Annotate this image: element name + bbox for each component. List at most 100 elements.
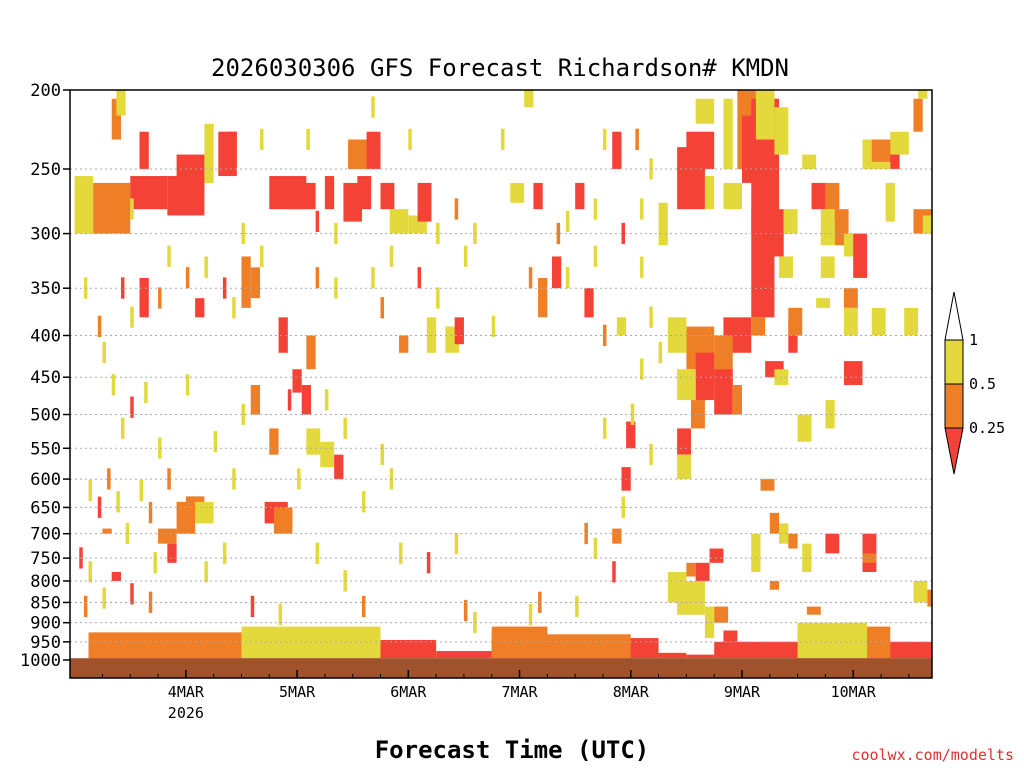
credit-text[interactable]: coolwx.com/modelts — [851, 746, 1014, 764]
heatmap-speck — [602, 324, 607, 346]
heatmap-speck — [426, 552, 431, 574]
y-tick-label: 800 — [30, 572, 61, 592]
heatmap-speck — [130, 583, 134, 605]
heatmap-cell — [885, 182, 895, 222]
surface-layer-cell — [491, 626, 548, 659]
heatmap-cells — [74, 90, 932, 659]
plot-area — [70, 90, 932, 678]
heatmap-cell — [677, 369, 696, 401]
x-axis: 4MAR 2026 5MAR 6MAR 7MAR 8MAR 9MAR 10MAR — [101, 670, 910, 722]
heatmap-cell — [111, 572, 121, 581]
heatmap-cell — [723, 182, 742, 210]
heatmap-cell — [269, 428, 279, 455]
heatmap-speck — [324, 389, 329, 411]
heatmap-speck — [144, 381, 148, 404]
heatmap-speck — [371, 96, 375, 118]
x-tick-label: 6MAR — [390, 683, 427, 701]
heatmap-speck — [556, 222, 561, 245]
heatmap-cell — [709, 548, 724, 563]
plot-frame — [69, 89, 933, 679]
heatmap-cell — [612, 131, 622, 170]
y-tick-label: 550 — [30, 439, 61, 459]
heatmap-cell — [116, 90, 126, 116]
heatmap-cell — [139, 277, 149, 318]
y-tick-label: 350 — [30, 279, 61, 299]
heatmap-speck — [111, 374, 116, 396]
heatmap-speck — [593, 245, 598, 267]
heatmap-speck — [120, 277, 125, 299]
heatmap-cell — [677, 454, 692, 480]
chart-title: 2026030306 GFS Forecast Richardson# KMDN — [211, 54, 789, 82]
heatmap-speck — [621, 222, 625, 245]
heatmap-speck — [153, 552, 157, 574]
heatmap-cell — [306, 428, 321, 455]
heatmap-speck — [593, 198, 598, 220]
y-tick-label: 200 — [30, 81, 61, 101]
heatmap-cell — [301, 384, 311, 415]
heatmap-cell — [751, 317, 766, 336]
heatmap-cell — [334, 454, 344, 480]
heatmap-cell — [551, 256, 562, 289]
heatmap-speck — [158, 437, 162, 459]
heatmap-speck — [640, 256, 644, 278]
ground-layer — [70, 658, 932, 678]
heatmap-cell — [760, 479, 775, 491]
heatmap-cell — [871, 307, 886, 336]
heatmap-speck — [260, 245, 264, 267]
y-tick-label: 700 — [30, 525, 61, 545]
heatmap-cell — [695, 98, 715, 124]
heatmap-cell — [524, 90, 534, 108]
heatmap-cell — [806, 606, 821, 615]
heatmap-cell — [769, 580, 780, 590]
y-tick-label: 450 — [30, 368, 61, 388]
heatmap-cell — [139, 131, 149, 170]
heatmap-speck — [83, 595, 88, 618]
heatmap-cell — [732, 384, 742, 415]
y-tick-label: 600 — [30, 470, 61, 490]
surface-layer-cell — [797, 622, 868, 659]
heatmap-cell — [686, 562, 696, 577]
x-tick-label: 10MAR — [831, 683, 877, 701]
heatmap-speck — [241, 403, 245, 425]
heatmap-cell — [677, 428, 692, 455]
heatmap-cell — [366, 131, 381, 170]
legend-swatch-high — [944, 339, 964, 385]
heatmap-cell — [779, 256, 793, 278]
y-tick-label: 1000 — [20, 651, 61, 671]
heatmap-speck — [167, 245, 171, 267]
heatmap-speck — [380, 443, 385, 466]
heatmap-cell — [704, 606, 715, 639]
heatmap-speck — [297, 468, 301, 490]
heatmap-speck — [97, 496, 102, 518]
heatmap-cell — [788, 533, 798, 549]
y-tick-label: 500 — [30, 406, 61, 426]
x-tick-sublabel: 2026 — [168, 704, 204, 722]
heatmap-cell — [538, 277, 548, 318]
heatmap-cell — [278, 317, 288, 353]
heatmap-speck — [575, 595, 579, 618]
heatmap-speck — [528, 603, 533, 626]
legend-label: 0.25 — [969, 419, 1005, 437]
heatmap-cell — [93, 182, 131, 234]
heatmap-cell — [862, 533, 877, 573]
heatmap-speck — [139, 479, 144, 502]
heatmap-speck — [213, 430, 218, 453]
heatmap-cell — [691, 400, 705, 429]
heatmap-cell — [820, 209, 835, 246]
heatmap-speck — [306, 128, 310, 150]
heatmap-cell — [167, 543, 177, 563]
heatmap-speck — [130, 198, 134, 220]
heatmap-cell — [820, 256, 835, 278]
heatmap-cell — [714, 369, 733, 415]
heatmap-speck — [593, 537, 598, 560]
heatmap-cell — [783, 209, 798, 234]
heatmap-speck — [130, 396, 134, 418]
heatmap-speck — [463, 245, 468, 267]
heatmap-cell — [774, 107, 789, 155]
heatmap-cell — [292, 369, 302, 393]
heatmap-cell — [306, 335, 316, 370]
heatmap-cell — [454, 317, 464, 345]
heatmap-cell — [802, 154, 817, 170]
heatmap-cell — [714, 606, 729, 623]
heatmap-speck — [125, 522, 130, 545]
